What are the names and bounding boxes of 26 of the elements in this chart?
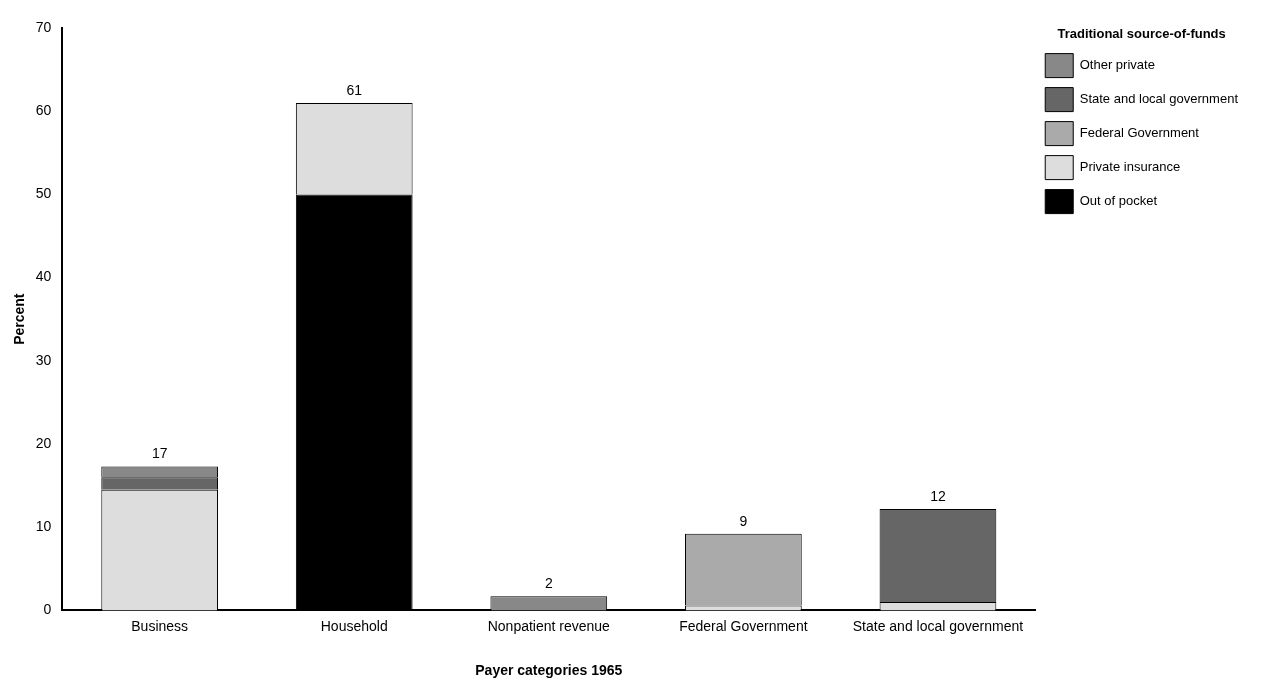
- legend-title: Traditional source-of-funds: [1057, 26, 1226, 42]
- x-axis-title: Payer categories 1965: [475, 662, 623, 679]
- y-tick-label: 70: [35, 18, 52, 35]
- legend-label: State and local government: [1079, 91, 1239, 107]
- legend-label: Other private: [1079, 57, 1155, 73]
- y-tick-label: 10: [35, 518, 52, 535]
- total-label: 61: [346, 81, 363, 98]
- y-tick-label: 40: [35, 268, 52, 285]
- total-label: 2: [544, 575, 553, 592]
- x-tick-label: Federal Government: [679, 617, 808, 634]
- legend-label: Out of pocket: [1079, 193, 1158, 209]
- y-tick-label: 60: [35, 102, 52, 119]
- y-tick-label: 30: [35, 351, 52, 368]
- total-label: 12: [930, 487, 946, 504]
- y-tick-label: 20: [35, 434, 52, 451]
- total-label: 17: [151, 445, 168, 462]
- x-tick-label: Business: [131, 617, 189, 634]
- y-tick-label: 50: [35, 185, 52, 202]
- y-tick-label: 0: [43, 601, 52, 618]
- legend-label: Federal Government: [1079, 125, 1200, 141]
- y-axis-title: Percent: [11, 293, 28, 345]
- x-tick-label: Household: [320, 617, 388, 634]
- x-tick-label: State and local government: [852, 617, 1024, 634]
- x-tick-label: Nonpatient revenue: [487, 617, 611, 634]
- total-label: 9: [739, 512, 748, 529]
- legend-label: Private insurance: [1079, 159, 1181, 175]
